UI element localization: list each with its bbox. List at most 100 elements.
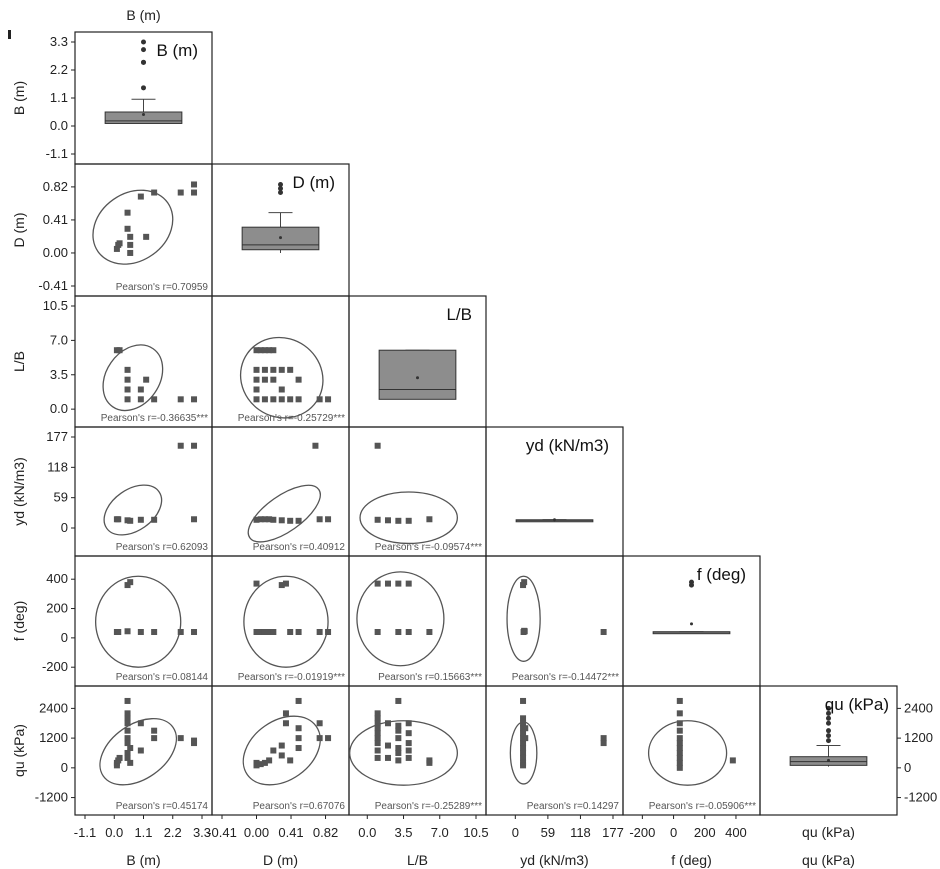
scatter-point: [316, 396, 323, 403]
y-tick-label: 10.5: [43, 298, 68, 313]
x-tick-label: 0: [512, 825, 519, 840]
scatter-point: [374, 580, 381, 587]
scatter-point: [116, 754, 123, 761]
scatter-point: [282, 720, 289, 727]
y-tick-label: 118: [47, 459, 68, 474]
scatter-point: [374, 442, 381, 449]
scatter-point: [278, 396, 285, 403]
y-tick-label: 177: [46, 429, 68, 444]
scatter-point: [374, 710, 381, 717]
scatter-point: [127, 745, 134, 752]
confidence-ellipse: [359, 491, 459, 545]
x-tick-label: 59: [541, 825, 555, 840]
scatter-point: [395, 757, 402, 764]
y-tick-label: 0.82: [43, 179, 68, 194]
outlier-point: [141, 47, 146, 53]
scatter-point: [278, 517, 285, 524]
scatter-point: [295, 697, 302, 704]
scatter-point: [520, 762, 527, 769]
x-tick-label: 177: [602, 825, 624, 840]
scatter-point: [520, 697, 527, 704]
scatter-point: [676, 764, 683, 771]
y-tick-label: -0.41: [38, 278, 68, 293]
scatter-point: [257, 629, 264, 635]
x-tick-label: 200: [694, 825, 716, 840]
scatter-point: [316, 516, 323, 523]
scatter-point: [124, 697, 131, 704]
scatter-point: [124, 396, 131, 403]
scatter-point: [295, 725, 302, 732]
scatter-point: [124, 740, 131, 747]
diagonal-label: L/B: [446, 305, 472, 324]
scatter-point: [116, 240, 123, 247]
outlier-point: [278, 181, 283, 187]
scatter-point: [282, 710, 289, 717]
confidence-ellipse: [94, 575, 182, 668]
diagonal-label: qu (kPa): [825, 695, 889, 714]
scatter-point: [257, 761, 264, 768]
scatter-point: [600, 735, 607, 742]
box: [378, 349, 457, 400]
scatter-point: [261, 759, 268, 766]
y-tick-label: 400: [46, 571, 68, 586]
y-axis-title: yd (kN/m3): [11, 457, 27, 525]
right-tick-label: -1200: [904, 790, 937, 805]
mean-marker: [279, 236, 282, 240]
x-tick-label: 118: [570, 825, 591, 840]
right-tick-label: 1200: [904, 730, 933, 745]
scatter-point: [191, 396, 198, 403]
scatter-point: [177, 396, 184, 403]
scatter-point: [191, 181, 198, 188]
scatter-point: [278, 742, 285, 749]
scatter-point: [137, 629, 144, 635]
scatter-point: [295, 629, 302, 635]
scatter-point: [287, 629, 294, 635]
scatter-point: [261, 629, 268, 635]
scatter-point: [282, 580, 289, 587]
mean-marker: [690, 622, 693, 626]
scatter-point: [177, 735, 184, 742]
scatter-point: [137, 396, 144, 403]
y-axis-title: L/B: [11, 351, 27, 372]
scatter-point: [253, 386, 260, 393]
scatter-point: [191, 737, 198, 744]
pearson-label: Pearson's r=0.15663***: [378, 672, 482, 683]
scatter-point: [405, 720, 412, 727]
scatter-point: [325, 629, 332, 635]
outlier-point: [826, 720, 831, 726]
diagonal-label: yd (kN/m3): [526, 436, 609, 455]
scatter-point: [151, 516, 158, 523]
scatter-point: [191, 629, 198, 635]
scatter-point: [520, 740, 527, 747]
y-tick-label: 0: [61, 630, 68, 645]
scatter-point: [270, 629, 277, 635]
x-tick-label: -200: [629, 825, 655, 840]
scatter-point: [295, 735, 302, 742]
pearson-label: Pearson's r=0.62093: [116, 542, 209, 553]
diagonal-label: D (m): [293, 173, 335, 192]
scatter-point: [405, 629, 412, 635]
x-tick-label: 0.00: [244, 825, 269, 840]
scatter-point: [287, 517, 294, 524]
scatter-point: [316, 720, 323, 727]
scatter-point: [270, 376, 277, 383]
scatter-point: [266, 757, 273, 764]
pearson-label: Pearson's r=-0.25289***: [375, 801, 482, 812]
x-tick-label: 10.5: [463, 825, 488, 840]
right-tick-label: 0: [904, 760, 911, 775]
pearson-label: Pearson's r=-0.09574***: [375, 542, 482, 553]
scatter-point: [295, 376, 302, 383]
y-axis-title: B (m): [11, 81, 27, 115]
x-tick-label: 0.0: [105, 825, 123, 840]
outlier-point: [826, 738, 831, 744]
x-axis-title: yd (kN/m3): [520, 852, 588, 868]
scatter-point: [261, 396, 268, 403]
confidence-ellipse: [349, 720, 459, 786]
scatter-point: [374, 740, 381, 747]
scatter-point: [316, 629, 323, 635]
scatter-point: [395, 580, 402, 587]
y-axis-title: f (deg): [11, 601, 27, 641]
scatter-point: [191, 189, 198, 196]
panel-frame: [211, 295, 350, 428]
